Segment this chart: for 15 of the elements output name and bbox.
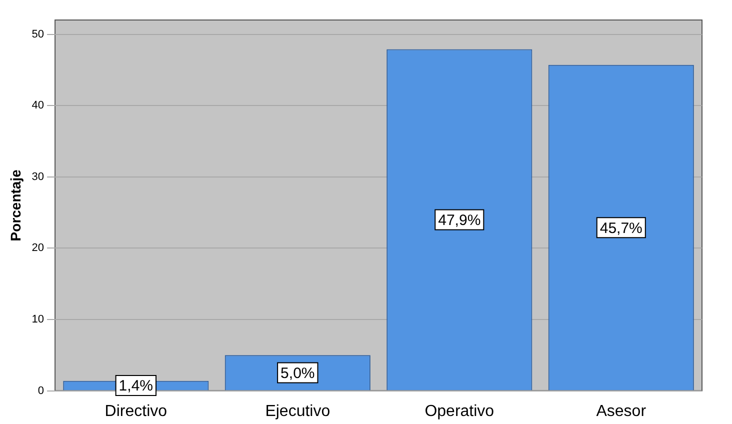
y-tick-label: 10 — [32, 314, 44, 326]
x-tick-label: Directivo — [104, 402, 168, 420]
y-tick-label: 0 — [38, 384, 44, 397]
data-label: 47,9% — [438, 212, 481, 229]
y-tick-label: 30 — [32, 170, 44, 183]
y-tick-label: 20 — [32, 242, 44, 254]
data-label: 45,7% — [600, 220, 642, 237]
y-tick-label: 40 — [32, 100, 44, 112]
data-label: 5,0% — [280, 364, 315, 382]
y-tick-label: 50 — [32, 28, 44, 40]
x-tick-label: Operativo — [424, 402, 494, 420]
data-label: 1,4% — [118, 378, 154, 395]
x-tick-label: Asesor — [596, 402, 647, 420]
y-axis-title: Porcentaje — [7, 169, 24, 242]
x-tick-label: Ejecutivo — [265, 402, 330, 420]
